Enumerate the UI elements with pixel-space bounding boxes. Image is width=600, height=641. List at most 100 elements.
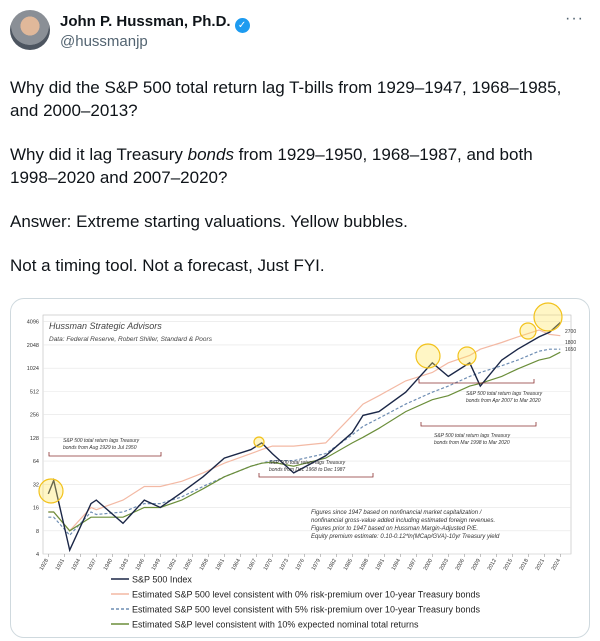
annotation: S&P 500 total return lags Treasury bbox=[269, 460, 346, 466]
avatar[interactable] bbox=[10, 10, 50, 50]
end-label: 1800 bbox=[565, 340, 576, 346]
tweet-text-run: bonds bbox=[187, 145, 234, 164]
x-tick-label: 1964 bbox=[231, 558, 242, 572]
x-tick-label: 2015 bbox=[503, 558, 514, 572]
chart: 4 8 16 32 64 128 256 512 1024 2048 4096 1928 1931 193… bbox=[27, 302, 576, 630]
legend-label: Estimated S&P 500 level consistent with … bbox=[132, 605, 480, 615]
x-tick-label: 1967 bbox=[247, 558, 258, 572]
x-tick-label: 2009 bbox=[471, 558, 482, 572]
x-tick-label: 2003 bbox=[439, 558, 450, 572]
bubble bbox=[38, 478, 64, 504]
y-tick-label: 2048 bbox=[27, 343, 39, 349]
y-tick-label: 512 bbox=[30, 389, 39, 395]
author-name-text[interactable]: John P. Hussman, Ph.D. bbox=[60, 13, 231, 30]
tweet-paragraph: Why did the S&P 500 total return lag T-b… bbox=[10, 76, 580, 122]
note: nonfinancial gross-value added including… bbox=[311, 518, 495, 524]
y-tick-label: 128 bbox=[30, 436, 39, 442]
x-tick-label: 1928 bbox=[39, 558, 50, 572]
series-line bbox=[48, 351, 561, 532]
x-tick-label: 1955 bbox=[183, 558, 194, 572]
bubbles bbox=[38, 302, 563, 504]
x-tick-label: 1949 bbox=[151, 558, 162, 572]
y-tick-label: 4 bbox=[36, 552, 39, 558]
bubble bbox=[253, 436, 265, 448]
x-tick-label: 1985 bbox=[343, 558, 354, 572]
legend-label: Estimated S&P level consistent with 10% … bbox=[132, 620, 419, 630]
bracket bbox=[418, 379, 535, 384]
y-tick-label: 4096 bbox=[27, 320, 39, 326]
x-tick-label: 1991 bbox=[375, 558, 386, 572]
tweet-text-run: Not a timing tool. Not a forecast, Just … bbox=[10, 256, 325, 275]
y-tick-label: 64 bbox=[33, 459, 39, 465]
x-tick-label: 2018 bbox=[519, 558, 530, 572]
bubble bbox=[415, 343, 441, 369]
more-menu[interactable]: ··· bbox=[565, 10, 584, 27]
legend-label: Estimated S&P 500 level consistent with … bbox=[132, 590, 480, 600]
x-tick-label: 1946 bbox=[135, 558, 146, 572]
end-label: 2700 bbox=[565, 329, 576, 335]
annotation: bonds from Dec 1968 to Dec 1987 bbox=[269, 467, 345, 473]
x-tick-label: 1940 bbox=[103, 558, 114, 572]
bracket bbox=[420, 422, 537, 427]
x-tick-label: 1961 bbox=[215, 558, 226, 572]
brackets bbox=[48, 379, 537, 478]
y-tick-label: 32 bbox=[33, 482, 39, 488]
series-line bbox=[48, 329, 561, 532]
y-tick-label: 1024 bbox=[27, 366, 39, 372]
bubble bbox=[519, 322, 537, 340]
tweet-paragraph: Not a timing tool. Not a forecast, Just … bbox=[10, 254, 580, 277]
x-tick-label: 1931 bbox=[55, 558, 66, 572]
x-tick-label: 2000 bbox=[423, 558, 434, 572]
x-tick-label: 1958 bbox=[199, 558, 210, 572]
annotation: bonds from Aug 1929 to Jul 1950 bbox=[63, 445, 137, 451]
end-label: 1650 bbox=[565, 347, 576, 353]
note: Figures prior to 1947 based on Hussman M… bbox=[311, 526, 478, 532]
annotation: S&P 500 total return lags Treasury bbox=[63, 438, 140, 444]
annotation: S&P 500 total return lags Treasury bbox=[434, 433, 511, 439]
author-name[interactable]: John P. Hussman, Ph.D. ✓ bbox=[60, 13, 250, 33]
chart-title: Hussman Strategic Advisors bbox=[49, 321, 162, 331]
x-tick-label: 1937 bbox=[87, 558, 98, 572]
x-tick-label: 1943 bbox=[119, 558, 130, 572]
y-tick-label: 8 bbox=[36, 529, 39, 535]
tweet-paragraph: Answer: Extreme starting valuations. Yel… bbox=[10, 210, 580, 233]
y-tick-label: 16 bbox=[33, 506, 39, 512]
x-tick-label: 1982 bbox=[327, 558, 338, 572]
x-tick-label: 1973 bbox=[279, 558, 290, 572]
y-tick-label: 256 bbox=[30, 413, 39, 419]
chart-subtitle: Data: Federal Reserve, Robert Shiller, S… bbox=[49, 336, 213, 343]
bubble bbox=[533, 302, 563, 332]
note: Equity premium estimate: 0.10-0.12*ln(MC… bbox=[311, 534, 500, 540]
tweet-text-run: from 1929–1950, 1968–1987, and both 1998… bbox=[10, 145, 533, 187]
verified-badge: ✓ bbox=[234, 18, 250, 33]
x-tick-label: 2021 bbox=[535, 558, 546, 572]
annotation: bonds from Apr 2007 to Mar 2020 bbox=[466, 398, 541, 404]
annotation: bonds from Mar 1998 to Mar 2020 bbox=[434, 440, 510, 446]
author-handle[interactable]: @hussmanjp bbox=[60, 33, 148, 50]
note: Figures since 1947 based on nonfinancial… bbox=[311, 510, 483, 516]
bracket bbox=[258, 473, 374, 478]
x-tick-label: 1994 bbox=[391, 558, 402, 572]
x-tick-label: 1952 bbox=[167, 558, 178, 572]
tweet-text: Why did the S&P 500 total return lag T-b… bbox=[10, 76, 580, 298]
x-tick-label: 1997 bbox=[407, 558, 418, 572]
bubble bbox=[457, 346, 477, 366]
bracket bbox=[48, 452, 162, 457]
tweet-text-run: Why did the S&P 500 total return lag T-b… bbox=[10, 78, 562, 120]
x-tick-label: 1934 bbox=[71, 558, 82, 572]
annotation: S&P 500 total return lags Treasury bbox=[466, 391, 543, 397]
x-tick-label: 2006 bbox=[455, 558, 466, 572]
tweet-text-run: Answer: Extreme starting valuations. Yel… bbox=[10, 212, 408, 231]
x-tick-label: 1988 bbox=[359, 558, 370, 572]
tweet-text-run: Why did it lag Treasury bbox=[10, 145, 188, 164]
x-tick-label: 2012 bbox=[487, 558, 498, 572]
tweet-paragraph: Why did it lag Treasury bonds from 1929–… bbox=[10, 143, 580, 189]
x-tick-label: 1979 bbox=[311, 558, 322, 572]
x-tick-label: 2024 bbox=[551, 558, 562, 572]
x-tick-label: 1970 bbox=[263, 558, 274, 572]
tweet-media[interactable]: 4 8 16 32 64 128 256 512 1024 2048 4096 1928 1931 193… bbox=[10, 298, 590, 638]
x-tick-label: 1976 bbox=[295, 558, 306, 572]
series-line bbox=[47, 321, 561, 553]
legend-label: S&P 500 Index bbox=[132, 575, 192, 585]
